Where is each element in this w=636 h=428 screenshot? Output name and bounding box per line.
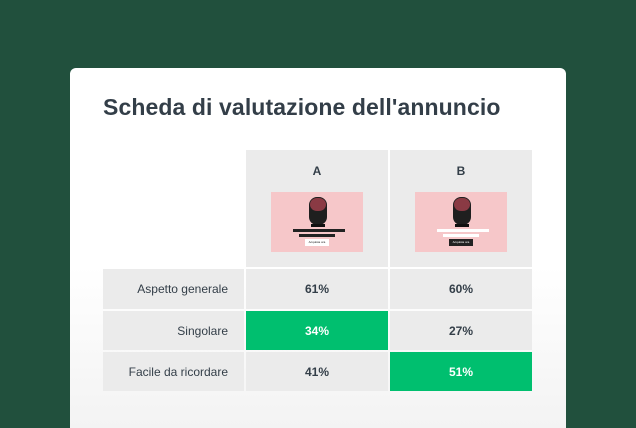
column-header-b: B Acquista ora xyxy=(390,150,532,267)
score-cell-a: 41% xyxy=(246,352,388,391)
score-cell-a-winner: 34% xyxy=(246,311,388,350)
ad-thumbnail-a: Acquista ora xyxy=(271,192,363,252)
subline-bar xyxy=(443,234,479,237)
speaker-product-icon xyxy=(309,197,327,227)
row-label-singolare: Singolare xyxy=(103,311,244,350)
score-cell-b: 60% xyxy=(390,269,532,309)
cta-label: Acquista ora xyxy=(449,239,473,246)
row-label-aspetto-generale: Aspetto generale xyxy=(103,269,244,309)
score-cell-b-winner: 51% xyxy=(390,352,532,391)
scorecard-card: Scheda di valutazione dell'annuncio A Ac… xyxy=(70,68,566,428)
headline-bar xyxy=(437,229,489,232)
score-cell-b: 27% xyxy=(390,311,532,350)
column-label: B xyxy=(456,164,466,178)
cta-label: Acquista ora xyxy=(305,239,329,246)
subline-bar xyxy=(299,234,335,237)
headline-bar xyxy=(293,229,345,232)
column-header-a: A Acquista ora xyxy=(246,150,388,267)
score-cell-a: 61% xyxy=(246,269,388,309)
ad-thumbnail-b: Acquista ora xyxy=(415,192,507,252)
row-label-facile-da-ricordare: Facile da ricordare xyxy=(103,352,244,391)
page-title: Scheda di valutazione dell'annuncio xyxy=(103,94,501,120)
speaker-product-icon xyxy=(453,197,471,227)
column-label: A xyxy=(312,164,322,178)
